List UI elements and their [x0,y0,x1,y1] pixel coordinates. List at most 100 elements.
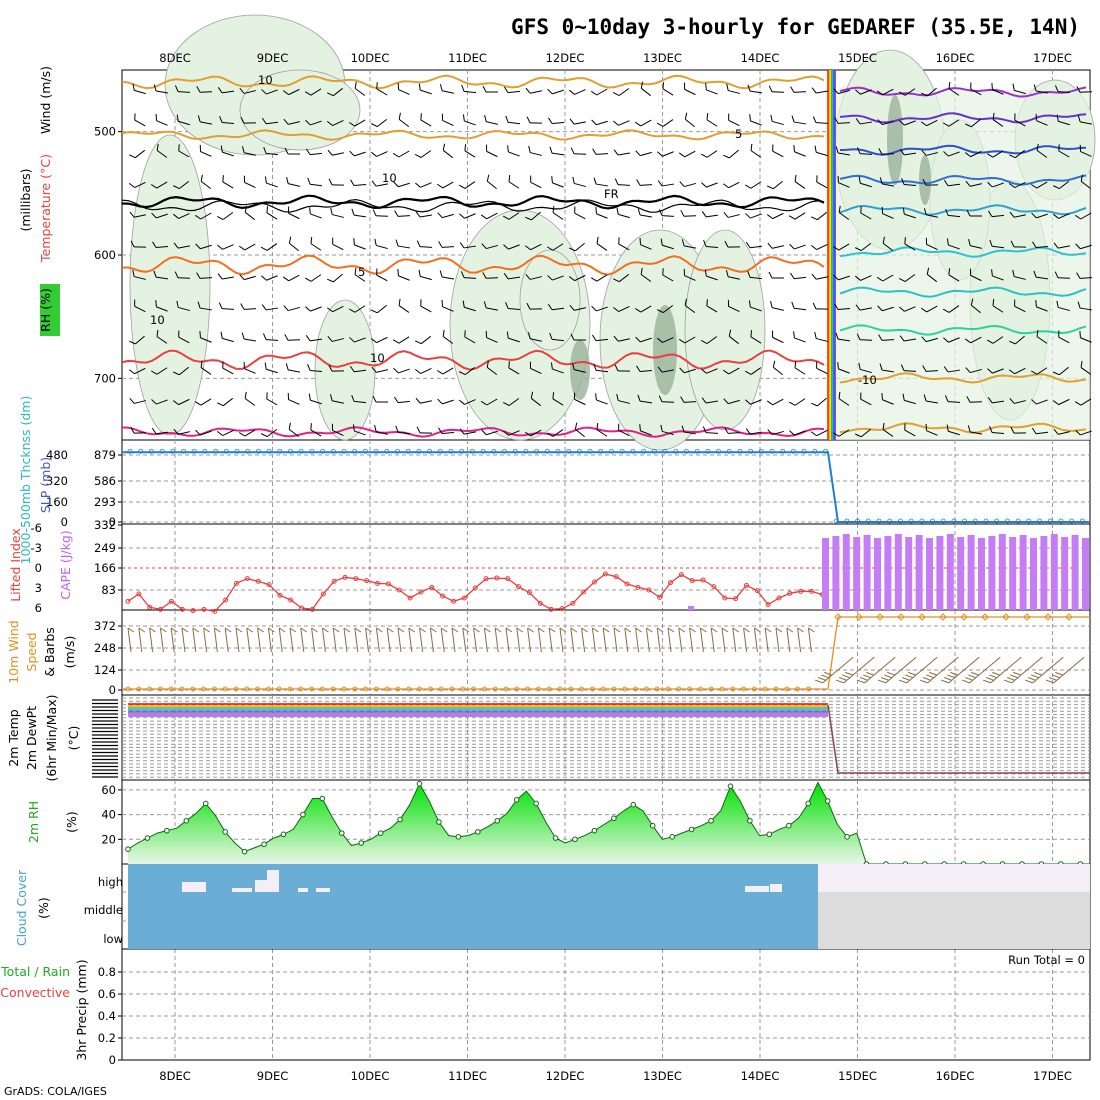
barb-shaft [244,429,256,437]
upper-wind-barb [970,268,982,282]
barb-flag [438,241,443,248]
wind-barb-flag [775,627,783,633]
barb-flag [728,113,730,121]
wind-barb [710,627,718,653]
barb-shaft [860,89,872,95]
upper-wind-barb [569,304,586,311]
wind-barb [321,627,329,653]
wind-barb-flag [905,674,913,679]
wind-ytick: 248 [94,641,116,655]
wind-barb-shaft [548,627,553,653]
wind-barb-flag [908,671,917,676]
barb-shaft [904,88,916,96]
upper-wind-barb [1080,174,1092,190]
barb-shaft [354,88,366,96]
barb-shaft [531,211,541,221]
upper-wind-barb [441,299,454,312]
upper-wind-barb [835,146,850,156]
upper-wind-barb [392,336,410,344]
upper-wind-barb [877,119,894,126]
upper-wind-barb [618,423,630,437]
li-ylabel: Lifted Index [8,528,23,602]
upper-wind-barb [788,398,806,406]
barb-flag [788,215,796,220]
barb-shaft [991,214,1005,218]
barb-shaft [377,304,387,314]
upper-wind-barb [810,211,828,221]
barb-flag [1080,360,1083,368]
wind-barb-flag [845,671,854,676]
barb-flag [744,370,752,375]
upper-wind-barb [508,175,520,189]
barb-flag [612,278,620,283]
wind-speed-point [1023,613,1031,621]
wind-barb-shaft [635,627,640,653]
upper-wind-barb [397,82,410,95]
rh2m-point [416,780,423,787]
barb-shaft [376,118,388,128]
upper-wind-barb [658,395,675,403]
upper-wind-barb [304,88,322,96]
upper-wind-barb [904,423,916,437]
cloud-gap [316,888,330,892]
barb-flag [660,424,663,432]
upper-wind-barb [679,181,696,188]
barb-flag [816,361,818,369]
barb-shaft [706,400,718,404]
barb-flag [855,275,861,281]
cape-bar [884,536,892,610]
barb-flag [416,426,421,434]
wind-speed-point [981,613,989,621]
wind-barb-shaft [332,627,337,653]
barb-flag [902,207,905,215]
barb-shaft [178,398,190,406]
slp-marker [437,448,443,454]
upper-wind-barb [722,367,740,375]
barb-shaft [134,305,146,313]
barb-flag [1075,243,1081,250]
barb-flag [151,212,157,219]
barb-flag [151,399,157,405]
barb-flag [637,208,641,216]
rh2m-point [824,798,831,804]
barb-shaft [926,337,938,343]
wind-barb-shaft [386,627,391,653]
barb-flag [547,303,553,311]
wind-barb-flag [971,671,980,676]
barb-shaft [309,338,323,342]
barb-shaft [376,431,388,435]
wind-barb-shaft [667,627,672,653]
barb-flag [197,115,201,122]
upper-wind-barb [502,212,520,220]
barb-flag [750,143,753,151]
wind-barb-flag [961,679,970,684]
barb-shaft [464,336,476,344]
upper-wind-barb [1014,299,1026,313]
barb-shaft [486,150,498,158]
upper-wind-barb [393,367,410,374]
barb-flag [415,211,421,218]
barb-flag [1076,86,1081,93]
barb-flag [310,423,312,430]
barb-shaft [794,244,806,250]
barb-flag [574,422,578,430]
barb-shaft [332,214,344,218]
barb-flag [1054,85,1059,92]
cape-bar [946,534,954,610]
wind-barb-shaft [786,627,791,653]
upper-wind-barb [420,299,432,313]
upper-wind-barb [943,366,961,373]
barb-shaft [705,432,719,434]
barb-flag [349,150,355,157]
barb-shaft [508,398,520,406]
barb-flag [486,174,490,182]
cape-bar [1019,535,1027,610]
barb-flag [307,364,311,371]
upper-wind-barb [243,361,256,374]
wind-barb-shaft [419,627,424,653]
wind-barb-strong [898,656,938,684]
upper-wind-barb [1009,335,1025,345]
x-tick-bottom-9DEC: 9DEC [257,1069,288,1083]
barb-flag [943,366,949,373]
barb-flag [1014,113,1016,121]
